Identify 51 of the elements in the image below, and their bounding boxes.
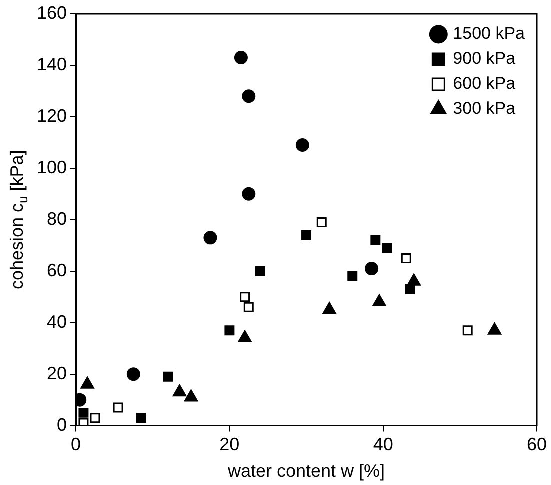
point: [255, 266, 266, 276]
y-tick-label: 140: [36, 54, 68, 74]
point: [382, 243, 392, 254]
y-tick-label: 120: [36, 106, 68, 126]
point: [462, 326, 473, 336]
x-tick-label: 0: [71, 434, 82, 455]
y-tick-label: 20: [47, 363, 68, 384]
point: [372, 294, 386, 307]
point: [405, 284, 416, 294]
point: [322, 302, 336, 314]
legend-label: 1500 kPa: [453, 24, 526, 44]
point: [296, 138, 310, 152]
point: [90, 413, 100, 424]
point: [126, 368, 140, 382]
point: [242, 187, 256, 201]
y-tick-label: 100: [36, 157, 68, 178]
point: [224, 326, 235, 336]
point: [242, 90, 256, 104]
y-tick-label: 40: [47, 312, 68, 332]
legend-label: 900 kPa: [453, 49, 516, 68]
point: [488, 322, 502, 335]
y-tick-label: 0: [57, 414, 68, 435]
point: [348, 272, 358, 282]
y-tick-label: 80: [47, 208, 68, 229]
y-tick-label: 60: [47, 260, 68, 280]
x-tick-label: 20: [220, 434, 240, 455]
x-tick-label: 60: [526, 434, 548, 455]
point: [238, 330, 252, 343]
point: [316, 217, 327, 228]
point: [234, 51, 248, 65]
point: [365, 262, 379, 276]
x-axis-title: water content w [%]: [226, 461, 386, 482]
point: [370, 236, 381, 246]
point: [78, 418, 89, 426]
y-tick-label: 160: [36, 2, 68, 23]
point: [401, 254, 412, 264]
point: [113, 402, 124, 413]
point: [302, 230, 312, 240]
point: [240, 292, 250, 302]
x-tick-label: 40: [373, 434, 394, 455]
y-axis-title: cohesion cu [kPa]: [6, 150, 31, 290]
point: [136, 413, 146, 424]
point: [184, 390, 198, 402]
point: [204, 231, 218, 245]
legend-label: 600 kPa: [453, 74, 516, 94]
legend-label: 300 kPa: [453, 99, 516, 118]
point: [78, 408, 89, 418]
point: [80, 376, 94, 389]
point: [163, 372, 174, 382]
point: [244, 302, 254, 312]
point: [172, 384, 187, 397]
